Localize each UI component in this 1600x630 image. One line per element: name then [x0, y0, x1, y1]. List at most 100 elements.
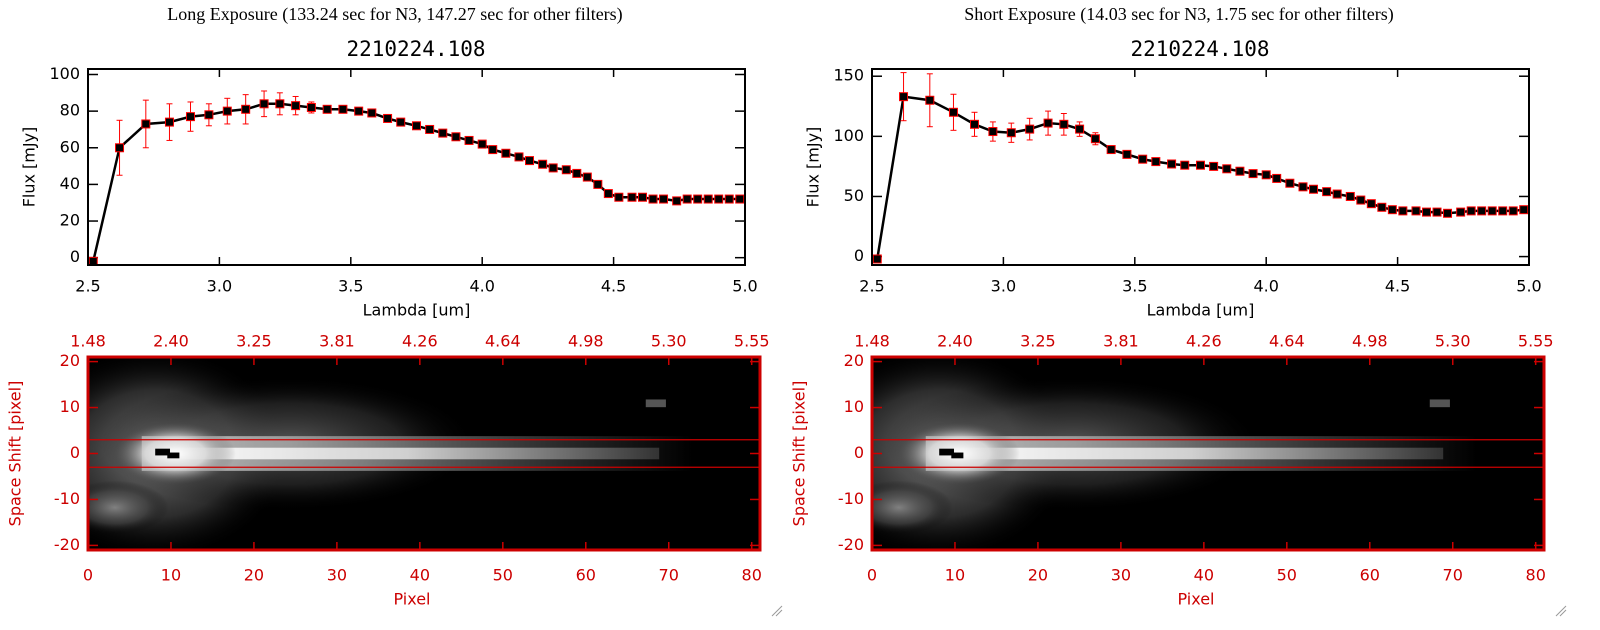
- y-tick-label: 100: [49, 64, 80, 83]
- window-title: Short Exposure (14.03 sec for N3, 1.75 s…: [964, 4, 1393, 25]
- data-point: [1387, 205, 1397, 215]
- x-tick-label: 4.0: [469, 277, 494, 296]
- x2-tick-label: 2.40: [937, 332, 973, 351]
- data-point: [682, 194, 692, 204]
- x-tick-label: 10: [945, 566, 965, 585]
- data-point: [1235, 166, 1245, 176]
- data-point: [988, 127, 998, 137]
- data-point: [1356, 195, 1366, 205]
- x2-tick-label: 2.40: [153, 332, 189, 351]
- data-point: [1261, 170, 1271, 180]
- data-point: [1059, 119, 1069, 129]
- data-point: [603, 189, 613, 199]
- data-point: [1180, 160, 1190, 170]
- spectral-image: [872, 357, 1544, 550]
- data-point: [948, 107, 958, 117]
- y-tick-label: -20: [54, 535, 80, 554]
- data-point: [1138, 154, 1148, 164]
- x-tick-label: 0: [867, 566, 877, 585]
- data-point: [1285, 178, 1295, 188]
- y-tick-label: 0: [854, 246, 864, 265]
- x-tick-label: 70: [1443, 566, 1463, 585]
- y-tick-label: -10: [838, 489, 864, 508]
- x-axis-label: Lambda [um]: [363, 301, 471, 320]
- data-point: [1151, 157, 1161, 167]
- data-point: [659, 194, 669, 204]
- data-point: [1090, 134, 1100, 144]
- data-point: [1466, 206, 1476, 216]
- x2-tick-label: 3.81: [319, 332, 355, 351]
- data-point: [1309, 184, 1319, 194]
- data-point: [1422, 207, 1432, 217]
- y-tick-label: 100: [833, 126, 864, 145]
- plot-frame: [87, 68, 746, 266]
- resize-grip[interactable]: [1555, 605, 1567, 617]
- x-tick-label: 20: [244, 566, 264, 585]
- data-point: [1332, 189, 1342, 199]
- x-tick-label: 30: [327, 566, 347, 585]
- x2-tick-label: 3.25: [236, 332, 272, 351]
- data-point: [367, 108, 377, 118]
- image-blob: [951, 452, 964, 459]
- data-point: [275, 99, 285, 109]
- x-tick-label: 4.5: [1385, 277, 1410, 296]
- data-point: [572, 168, 582, 178]
- data-point: [693, 194, 703, 204]
- data-point: [724, 194, 734, 204]
- data-point: [1043, 118, 1053, 128]
- data-point: [1196, 160, 1205, 170]
- y-tick-label: -10: [54, 489, 80, 508]
- data-point: [925, 95, 935, 105]
- x-tick-label: 60: [1360, 566, 1380, 585]
- x-tick-label: 40: [1194, 566, 1214, 585]
- data-point: [1498, 206, 1508, 216]
- image-spot: [1429, 399, 1450, 408]
- y-tick-label: 50: [844, 186, 864, 205]
- x2-tick-label: 4.26: [402, 332, 438, 351]
- data-point: [477, 139, 487, 149]
- data-point: [1248, 169, 1258, 179]
- data-point: [291, 101, 301, 111]
- x2-tick-label: 3.25: [1020, 332, 1056, 351]
- x2-tick-label: 4.26: [1186, 332, 1222, 351]
- x-tick-label: 20: [1028, 566, 1048, 585]
- x-tick-label: 80: [1526, 566, 1546, 585]
- data-point: [259, 99, 269, 109]
- data-point: [451, 132, 461, 142]
- x2-tick-label: 1.48: [854, 332, 890, 351]
- plot-frame: [86, 355, 762, 552]
- y-tick-label: -20: [838, 535, 864, 554]
- data-point: [383, 113, 393, 123]
- data-point: [969, 119, 979, 129]
- x-tick-label: 4.5: [601, 277, 626, 296]
- data-point: [322, 104, 332, 114]
- x-tick-label: 3.0: [991, 277, 1016, 296]
- data-point: [1377, 202, 1387, 212]
- y-tick-label: 40: [60, 174, 80, 193]
- y-tick-label: 20: [60, 211, 80, 230]
- x-tick-label: 10: [161, 566, 181, 585]
- image-blob: [939, 448, 954, 456]
- data-point: [396, 117, 406, 127]
- data-point: [1122, 149, 1132, 159]
- y-tick-label: 0: [70, 247, 80, 266]
- x-tick-label: 5.0: [732, 277, 757, 296]
- resize-grip[interactable]: [771, 605, 783, 617]
- x2-tick-label: 3.81: [1103, 332, 1139, 351]
- y-axis-label: Space Shift [pixel]: [790, 381, 809, 527]
- data-point: [1411, 206, 1421, 216]
- image-haze: [872, 480, 953, 535]
- x-axis-label: Pixel: [393, 590, 430, 609]
- data-point: [1298, 182, 1308, 192]
- data-point: [1222, 164, 1232, 174]
- image-spot: [645, 399, 666, 408]
- data-point: [241, 104, 251, 114]
- data-point: [1167, 159, 1177, 169]
- x-tick-label: 50: [493, 566, 513, 585]
- data-point: [1487, 206, 1497, 216]
- data-point: [141, 119, 151, 129]
- y-tick-label: 0: [854, 443, 864, 462]
- data-point: [1025, 124, 1035, 134]
- y-tick-label: 10: [60, 397, 80, 416]
